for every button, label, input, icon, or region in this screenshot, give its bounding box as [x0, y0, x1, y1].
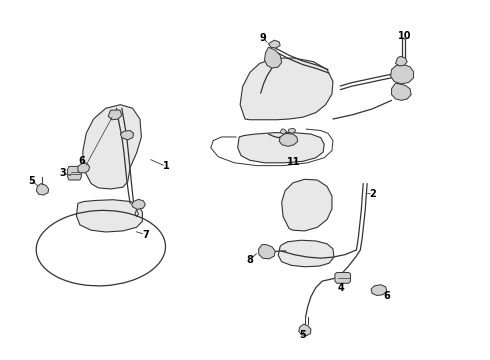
Text: 11: 11	[287, 157, 300, 167]
Polygon shape	[68, 166, 81, 180]
Polygon shape	[371, 285, 387, 296]
Text: 3: 3	[59, 168, 66, 178]
Polygon shape	[83, 105, 142, 189]
Polygon shape	[288, 129, 296, 134]
Polygon shape	[265, 47, 282, 68]
Polygon shape	[279, 134, 298, 146]
Polygon shape	[240, 58, 333, 120]
Text: 6: 6	[383, 291, 390, 301]
Polygon shape	[78, 163, 90, 173]
Polygon shape	[76, 200, 143, 232]
Polygon shape	[269, 40, 280, 48]
Text: 6: 6	[78, 156, 85, 166]
Polygon shape	[395, 56, 407, 66]
Polygon shape	[36, 184, 49, 195]
Polygon shape	[278, 240, 334, 267]
Text: 5: 5	[299, 330, 306, 340]
Text: 5: 5	[28, 176, 35, 186]
Polygon shape	[391, 64, 414, 84]
Text: 4: 4	[338, 283, 344, 293]
Polygon shape	[132, 199, 146, 210]
Text: 9: 9	[260, 33, 267, 42]
Text: 7: 7	[142, 230, 148, 239]
Text: 10: 10	[397, 31, 411, 41]
Text: 1: 1	[163, 161, 169, 171]
Polygon shape	[335, 273, 350, 283]
Polygon shape	[121, 131, 134, 140]
Polygon shape	[238, 133, 324, 163]
Polygon shape	[108, 110, 122, 120]
Polygon shape	[299, 324, 311, 336]
Polygon shape	[280, 129, 287, 134]
Polygon shape	[392, 83, 411, 100]
Text: 8: 8	[246, 255, 253, 265]
Text: 2: 2	[369, 189, 376, 199]
Polygon shape	[282, 179, 332, 231]
Polygon shape	[259, 244, 275, 259]
